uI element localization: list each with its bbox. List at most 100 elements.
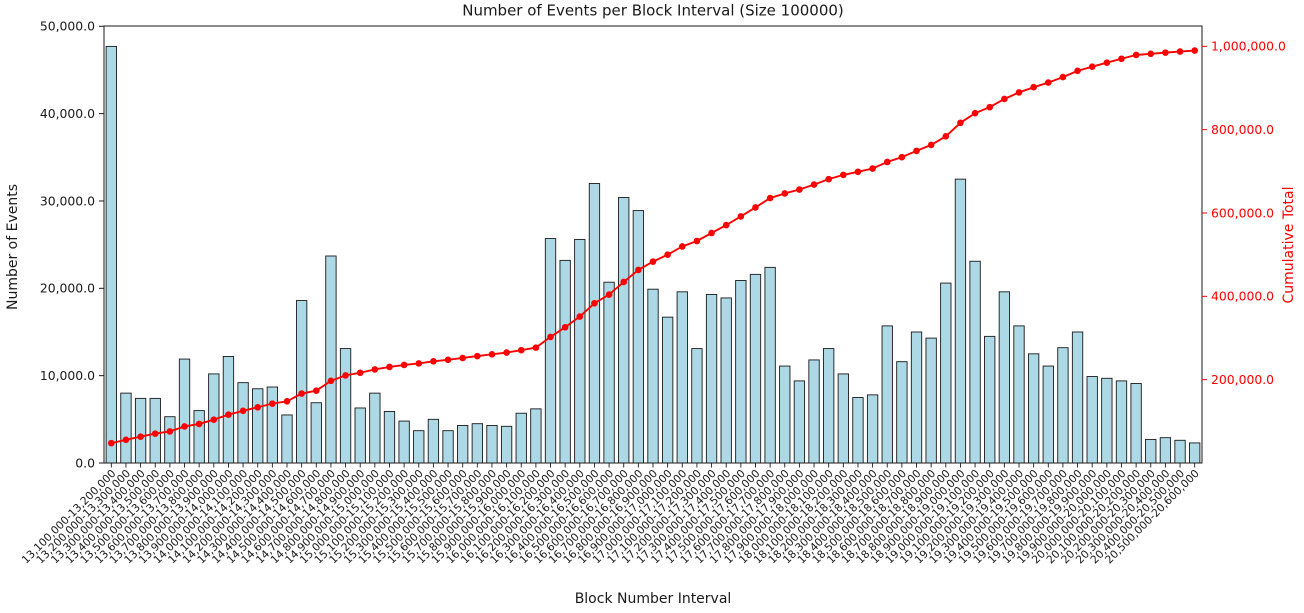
bar	[1027, 353, 1040, 464]
cumulative-marker	[415, 360, 423, 367]
bar	[1115, 380, 1128, 464]
bar	[998, 291, 1011, 464]
bar	[427, 418, 440, 464]
bar	[1086, 376, 1098, 464]
cumulative-marker	[1059, 73, 1067, 81]
cumulative-marker	[1074, 67, 1081, 75]
cumulative-marker	[722, 221, 730, 229]
bar	[120, 392, 132, 464]
cumulative-marker	[151, 430, 159, 437]
bar	[984, 335, 996, 464]
bar	[413, 430, 425, 464]
cumulative-marker	[737, 213, 745, 220]
bar	[354, 407, 366, 464]
bar	[544, 238, 557, 464]
bar	[896, 361, 908, 464]
bar	[178, 358, 191, 464]
bar	[1174, 439, 1186, 464]
bar	[252, 388, 264, 464]
bar	[632, 210, 645, 464]
bar	[925, 337, 937, 464]
cumulative-marker	[1147, 50, 1155, 58]
cumulative-marker	[678, 243, 686, 250]
cumulative-marker	[1103, 59, 1111, 66]
y-tick-label-right: 600,000.0	[1211, 205, 1274, 220]
bar	[837, 373, 849, 464]
cumulative-marker	[239, 407, 247, 415]
bar	[442, 430, 454, 464]
cumulative-marker	[210, 416, 218, 424]
cumulative-marker	[664, 251, 671, 258]
bar	[647, 288, 659, 464]
cumulative-marker	[591, 299, 598, 307]
bar	[691, 348, 703, 464]
cumulative-marker	[444, 356, 452, 364]
cumulative-marker	[225, 411, 232, 418]
cumulative-marker	[766, 194, 774, 202]
bar	[1042, 365, 1054, 464]
cumulative-marker	[561, 323, 569, 331]
cumulative-marker	[474, 352, 481, 360]
bar	[500, 425, 513, 464]
bar	[676, 291, 688, 464]
cumulative-marker	[1001, 95, 1008, 103]
bar	[618, 197, 630, 464]
cumulative-marker	[957, 119, 964, 127]
bar	[105, 45, 117, 464]
y-tick-label-right: 400,000.0	[1211, 289, 1274, 304]
bar	[1130, 383, 1142, 464]
cumulative-marker	[810, 181, 818, 188]
bar	[793, 380, 806, 464]
bar	[749, 273, 762, 464]
cumulative-marker	[1044, 79, 1052, 86]
y-tick-label-right: 1,000,000.0	[1211, 39, 1286, 54]
y-tick-label-left: 30,000.0	[40, 193, 95, 208]
cumulative-marker	[605, 291, 613, 298]
bar	[515, 412, 527, 464]
cumulative-marker	[971, 109, 979, 117]
bar	[1145, 438, 1157, 464]
bar	[310, 402, 322, 464]
bar	[1013, 325, 1025, 464]
bar	[164, 416, 176, 464]
cumulative-marker	[986, 103, 994, 111]
cumulative-marker	[312, 387, 320, 395]
bar	[574, 238, 586, 464]
bar	[325, 255, 337, 464]
cumulative-marker	[108, 439, 115, 447]
bar	[134, 397, 147, 464]
cumulative-marker	[342, 372, 349, 379]
cumulative-marker	[781, 190, 789, 197]
cumulative-marker	[752, 204, 759, 211]
y-tick-label-right: 800,000.0	[1211, 122, 1274, 137]
cumulative-marker	[854, 168, 862, 176]
cumulative-marker	[181, 423, 188, 430]
cumulative-marker	[635, 266, 642, 274]
bar	[237, 382, 249, 464]
bar	[779, 365, 791, 464]
bar	[1057, 347, 1069, 464]
cumulative-marker	[1132, 51, 1140, 59]
cumulative-marker	[1176, 48, 1184, 55]
bar	[823, 348, 835, 464]
bar	[1189, 442, 1201, 464]
y-tick-label-left: 50,000.0	[40, 19, 95, 34]
cumulative-marker	[825, 175, 832, 183]
cumulative-marker	[1030, 83, 1037, 91]
y-tick-label-right: 200,000.0	[1211, 372, 1274, 387]
cumulative-marker	[708, 229, 715, 237]
cumulative-marker	[137, 433, 144, 441]
cumulative-marker	[356, 369, 364, 377]
bar	[471, 423, 483, 464]
cumulative-marker	[327, 377, 335, 385]
y-tick-label-left: 20,000.0	[40, 281, 95, 296]
cumulative-marker	[254, 403, 262, 411]
cumulative-marker	[1162, 49, 1169, 56]
cumulative-marker	[269, 400, 276, 407]
y-axis-label-left: Number of Events	[5, 184, 21, 310]
cumulative-marker	[649, 258, 657, 265]
cumulative-marker	[576, 313, 584, 320]
cumulative-marker	[166, 428, 174, 435]
bar	[222, 356, 235, 464]
